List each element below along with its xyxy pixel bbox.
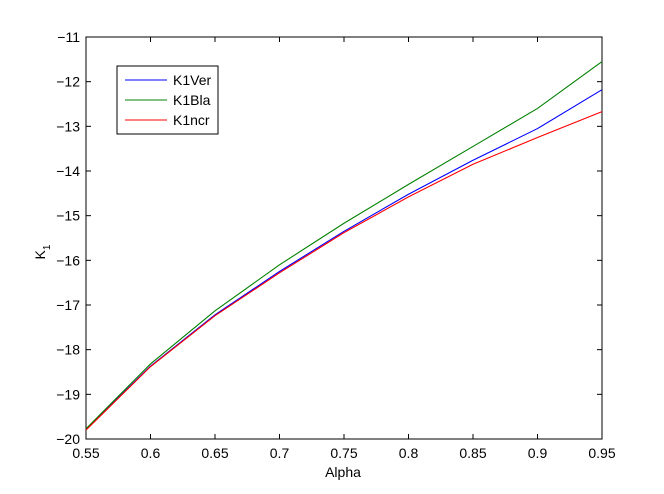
series-line-k1bla bbox=[85, 61, 603, 430]
y-tick-label: −15 bbox=[56, 208, 80, 224]
x-tick-label: 0.75 bbox=[330, 445, 357, 461]
x-axis-label: Alpha bbox=[325, 464, 361, 480]
y-axis-label-subscript: 1 bbox=[42, 244, 53, 250]
series-line-k1ncr bbox=[85, 111, 603, 431]
y-tick-label: −16 bbox=[56, 252, 80, 268]
x-tick-label: 0.95 bbox=[588, 445, 615, 461]
y-axis-label: K1 bbox=[32, 244, 53, 259]
y-tick-label: −12 bbox=[56, 74, 80, 90]
x-tick-label: 0.9 bbox=[528, 445, 548, 461]
x-tick-label: 0.6 bbox=[141, 445, 161, 461]
y-tick-label: −19 bbox=[56, 386, 80, 402]
y-tick-label: −18 bbox=[56, 342, 80, 358]
y-axis-label-main: K bbox=[32, 249, 48, 259]
legend-label-k1ncr: K1ncr bbox=[173, 112, 210, 128]
x-tick-label: 0.65 bbox=[201, 445, 228, 461]
x-tick-label: 0.7 bbox=[270, 445, 290, 461]
y-tick-label: −17 bbox=[56, 297, 80, 313]
y-tick-label: −11 bbox=[57, 29, 80, 45]
legend-label-k1ver: K1Ver bbox=[173, 72, 211, 88]
legend-label-k1bla: K1Bla bbox=[173, 92, 211, 108]
y-tick-label: −14 bbox=[56, 163, 80, 179]
y-tick-label: −13 bbox=[56, 118, 80, 134]
series-line-k1ver bbox=[85, 89, 603, 430]
x-tick-label: 0.85 bbox=[459, 445, 486, 461]
x-tick-label: 0.55 bbox=[72, 445, 99, 461]
x-tick-label: 0.8 bbox=[399, 445, 419, 461]
legend: K1Ver K1Bla K1ncr bbox=[116, 65, 219, 135]
y-tick-label: −20 bbox=[56, 431, 80, 447]
